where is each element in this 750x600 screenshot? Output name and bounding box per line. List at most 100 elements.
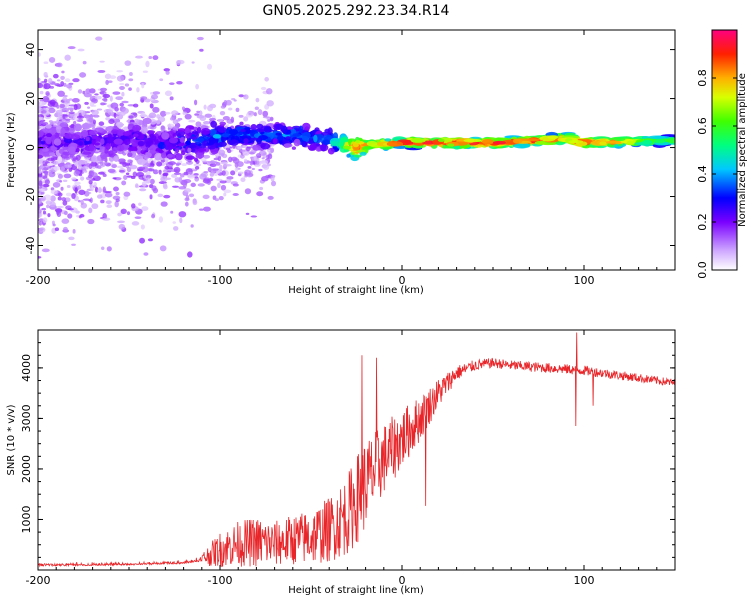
colorbar-ticks: 0.0 0.2 0.4 0.6 0.8 (696, 69, 737, 279)
colorbar-tick-label: 0.4 (696, 165, 709, 183)
spectrogram-cell (275, 132, 282, 136)
spectrogram-cell (42, 95, 50, 103)
spectrogram-cell (87, 218, 95, 225)
spectrogram-cell (78, 141, 84, 146)
spectrogram-cell (148, 165, 155, 168)
spectrogram-cell (223, 189, 232, 194)
spectrogram-cell (251, 167, 255, 171)
y-tick-label: 1000 (20, 505, 33, 533)
spectrogram-cell (85, 136, 90, 142)
spectrogram-cell (41, 248, 50, 253)
x-tick-label: 100 (574, 274, 595, 287)
spectrogram-cell (244, 188, 252, 195)
spectrogram-cell (167, 153, 173, 158)
spectrogram-cell (73, 170, 81, 177)
spectrogram-cell (116, 144, 125, 152)
spectrogram-cell (184, 201, 189, 207)
spectrogram-cell (38, 160, 43, 165)
spectrogram-cell (322, 139, 330, 145)
colorbar-gradient (712, 30, 737, 270)
spectrogram-cell (226, 124, 230, 127)
spectrogram-cell (173, 172, 182, 175)
x-tick-label: -200 (26, 574, 51, 587)
spectrogram-cell (260, 86, 267, 91)
spectrogram-y-ticks: -40 -20 0 20 40 (24, 43, 675, 254)
x-tick-label: 100 (574, 574, 595, 587)
spectrogram-cell (78, 173, 83, 177)
spectrogram-cell (225, 99, 232, 106)
spectrogram-cell (105, 200, 112, 205)
spectrogram-cell (108, 118, 115, 125)
spectrogram-cell (138, 202, 142, 206)
spectrogram-cell (156, 114, 161, 119)
spectrogram-cell (102, 217, 111, 221)
spectrogram-cell (48, 120, 53, 123)
spectrogram-cell (223, 166, 227, 170)
spectrogram-cell (38, 256, 42, 259)
spectrogram-cell (258, 128, 265, 132)
spectrogram-cell (116, 75, 125, 82)
spectrogram-cell (181, 106, 186, 111)
spectrogram-cell (42, 210, 47, 215)
colorbar-label: Normalized spectral amplitude (737, 73, 748, 227)
spectrogram-cell (187, 251, 193, 258)
colorbar-frame (711, 29, 738, 271)
spectrogram-cell (119, 102, 125, 107)
spectrogram-cell (80, 176, 85, 181)
spectrogram-cell (152, 169, 159, 175)
spectrogram-cell (200, 157, 207, 162)
spectrogram-cell (117, 220, 125, 224)
spectrogram-cell (187, 171, 193, 174)
spectrogram-cell (216, 178, 223, 181)
y-tick-label: 2000 (20, 455, 33, 483)
spectrogram-cell (94, 142, 101, 146)
spectrogram-cell (228, 107, 233, 111)
spectrogram-cell (93, 119, 97, 125)
spectrogram-cell (109, 75, 117, 80)
spectrogram-cell (73, 103, 78, 111)
spectrogram-cell (64, 164, 72, 169)
spectrogram-cell (261, 157, 265, 160)
spectrogram-cell (164, 140, 170, 146)
spectrogram-cell (176, 59, 181, 66)
spectrogram-frame (37, 29, 676, 271)
spectrogram-cell (166, 123, 175, 128)
spectrogram-cell (94, 93, 99, 96)
spectrogram-cell (605, 140, 622, 144)
spectrogram-cell (113, 112, 117, 119)
spectrogram-cell (128, 134, 135, 139)
spectrogram-cell (40, 195, 46, 202)
spectrogram-cell (421, 140, 436, 145)
spectrogram-cell (132, 124, 142, 132)
spectrogram-cell (85, 88, 91, 94)
spectrogram-cell (190, 224, 194, 228)
spectrogram-cell (67, 213, 73, 219)
spectrogram-cell (100, 138, 105, 145)
spectrogram-cell (79, 72, 87, 78)
spectrogram-cell (106, 246, 112, 252)
spectrogram-cell (78, 160, 88, 165)
spectrogram-cell (258, 168, 263, 172)
spectrogram-cell (66, 98, 70, 104)
spectrogram-cell (90, 186, 94, 192)
spectrogram-cell (115, 192, 120, 196)
spectrogram-cell (38, 205, 41, 211)
spectrogram-cell (39, 90, 44, 95)
spectrogram-cell (123, 138, 131, 146)
spectrogram-cell (199, 48, 204, 52)
spectrogram-cell (82, 90, 86, 95)
spectrogram-cell (77, 48, 85, 52)
spectrogram-cell (123, 174, 128, 180)
spectrogram-cell (163, 184, 168, 190)
spectrogram-cell (76, 115, 85, 119)
spectrogram-cell (539, 135, 556, 142)
spectrogram-cell (226, 176, 234, 180)
spectrogram-cell (38, 180, 43, 187)
spectrogram-cell (106, 204, 113, 209)
spectrogram-cell (89, 88, 96, 94)
spectrogram-cell (204, 113, 213, 118)
spectrogram-cell (60, 81, 65, 86)
spectrogram-cell (50, 195, 56, 202)
spectrogram-cell (177, 128, 186, 132)
spectrogram-cell (157, 141, 167, 150)
